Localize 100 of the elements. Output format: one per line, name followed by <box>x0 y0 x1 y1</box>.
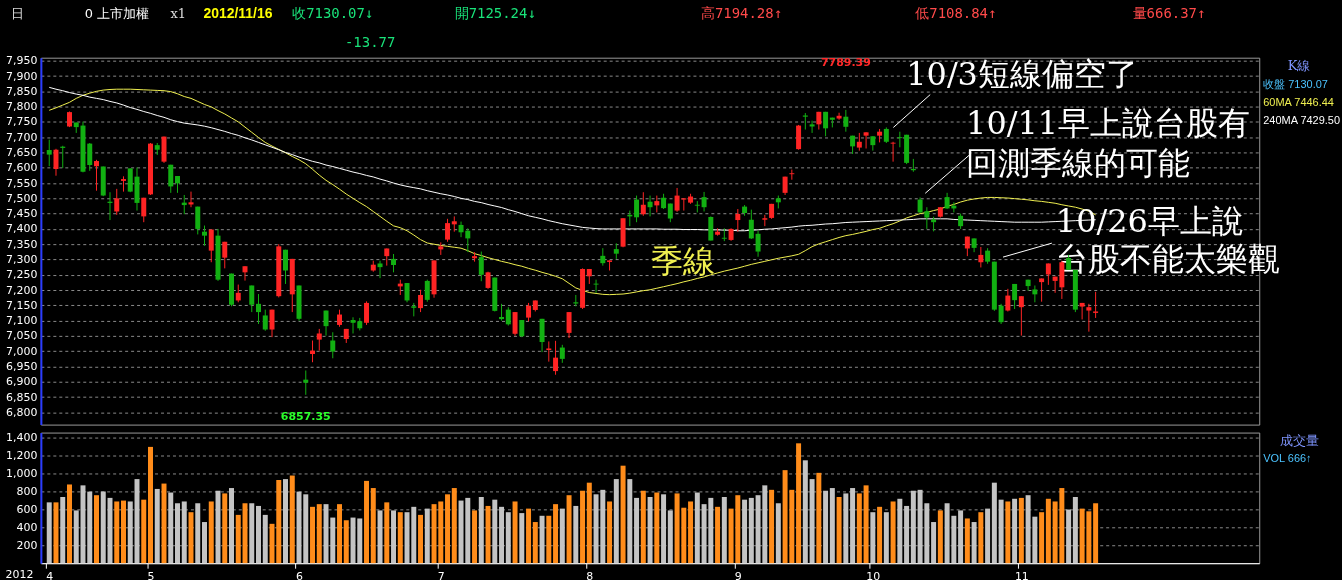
x-tick-label: 5 <box>147 569 155 580</box>
bar <box>384 502 390 564</box>
y-tick-label: 7,750 <box>6 115 38 129</box>
bar <box>573 505 579 564</box>
bar <box>512 501 518 564</box>
bar <box>796 443 802 564</box>
bar <box>526 508 532 564</box>
candlestick <box>566 311 572 339</box>
text: 2012/11/16 <box>203 4 273 21</box>
bar <box>256 505 262 564</box>
candlestick <box>1079 302 1085 320</box>
candlestick <box>478 251 484 282</box>
candlestick <box>789 169 795 181</box>
bar <box>73 510 79 564</box>
bar <box>1012 498 1018 564</box>
bar <box>1045 498 1051 564</box>
bar <box>154 488 160 564</box>
candlestick <box>1086 303 1092 333</box>
candlestick <box>323 310 329 337</box>
bar <box>883 512 889 564</box>
bar <box>202 522 207 564</box>
candlestick <box>364 300 370 326</box>
bar <box>971 522 977 564</box>
bar <box>364 480 370 564</box>
bar <box>667 510 673 564</box>
candlestick <box>46 139 52 167</box>
bar <box>856 493 862 564</box>
y-tick-label: 7,200 <box>6 283 38 297</box>
x-tick-label: 4 <box>46 569 54 580</box>
candlestick <box>316 328 322 352</box>
candlestick <box>694 200 700 213</box>
bar <box>978 512 984 564</box>
candlestick <box>863 131 869 150</box>
y-tick-label: 1,400 <box>6 431 38 445</box>
bar <box>890 501 896 564</box>
candlestick <box>1039 277 1045 303</box>
candlestick <box>553 340 559 376</box>
annotation: 7789.39 <box>820 55 871 69</box>
bar <box>991 482 997 564</box>
candlestick <box>634 195 640 223</box>
candlestick <box>640 191 646 217</box>
text: 量666.37↑ <box>1132 4 1206 21</box>
bar <box>127 501 133 564</box>
y-tick-label: 1,200 <box>6 449 38 463</box>
y-tick-label: 7,850 <box>6 84 38 98</box>
bar <box>937 510 943 564</box>
bar <box>809 479 815 564</box>
text: 0 上市加權 <box>84 5 150 21</box>
bar <box>546 515 552 564</box>
x-tick-label: 11 <box>1014 569 1029 580</box>
y-tick-label: 7,900 <box>6 69 38 83</box>
candlestick <box>404 282 410 303</box>
y-tick-label: 7,350 <box>6 237 38 251</box>
candlestick <box>249 284 255 313</box>
candlestick <box>607 259 613 271</box>
x-axis-title: 2012 <box>5 567 34 580</box>
bar <box>343 520 349 564</box>
candlestick <box>836 112 842 121</box>
bar <box>607 501 613 564</box>
candlestick <box>890 141 896 163</box>
y-tick-label: 600 <box>16 503 38 516</box>
bar <box>87 491 93 564</box>
candlestick <box>526 302 532 322</box>
y-tick-label: 6,850 <box>6 390 38 404</box>
x-tick-label: 9 <box>734 569 742 580</box>
bar <box>904 505 910 564</box>
bar <box>337 504 343 564</box>
y-tick-label: 7,700 <box>6 130 38 144</box>
bar <box>94 495 99 564</box>
bar <box>1072 496 1078 564</box>
bar <box>877 506 883 564</box>
bar <box>1005 501 1011 564</box>
y-tick-label: 7,300 <box>6 252 38 266</box>
bar <box>1093 503 1099 564</box>
candlestick <box>802 112 808 131</box>
text: VOL 666↑ <box>1263 452 1312 465</box>
bar <box>424 508 430 564</box>
candlestick <box>809 120 815 134</box>
x-tick-label: 10 <box>866 569 881 580</box>
y-tick-label: 7,500 <box>6 191 38 205</box>
candlestick <box>222 241 228 269</box>
bar <box>377 510 383 564</box>
bar <box>897 498 903 564</box>
bar <box>532 522 538 564</box>
bar <box>721 496 727 564</box>
bar <box>235 514 241 564</box>
bar <box>478 496 484 564</box>
text: 低7108.84↑ <box>915 4 997 21</box>
bar <box>559 508 565 564</box>
candlestick <box>377 260 383 279</box>
bar <box>114 501 120 564</box>
candlestick <box>242 265 248 282</box>
candlestick <box>1093 291 1099 319</box>
bar <box>870 512 876 564</box>
bar <box>60 496 66 564</box>
bar <box>620 465 626 564</box>
candlestick <box>701 191 707 212</box>
candlestick <box>1045 262 1051 286</box>
text: 高7194.28↑ <box>700 4 783 21</box>
bar <box>694 492 700 564</box>
